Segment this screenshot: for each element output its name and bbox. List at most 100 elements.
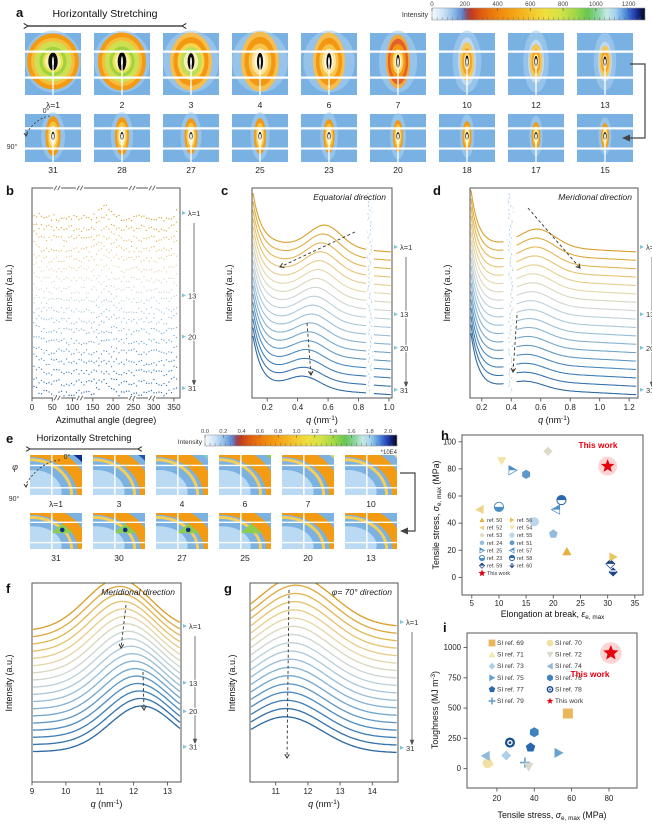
svg-text:150: 150 xyxy=(86,403,100,412)
lambda-markers-d: λ=1 13 20 31 xyxy=(640,242,652,396)
svg-text:80: 80 xyxy=(605,794,614,803)
svg-text:ref. 50: ref. 50 xyxy=(487,518,502,524)
svg-text:φ: φ xyxy=(12,462,18,472)
svg-text:800: 800 xyxy=(558,1,569,8)
axis-c: 0.2 0.4 0.6 0.8 1.0 q (nm-1) Intensity (a.u.) xyxy=(224,264,395,425)
svg-text:20: 20 xyxy=(303,553,313,563)
svg-text:13: 13 xyxy=(189,679,197,688)
axis-g: 11 12 13 14 q (nm-1) Intensity (a.u.) xyxy=(227,654,377,809)
svg-text:20: 20 xyxy=(188,333,196,342)
plot-area-g xyxy=(250,583,397,754)
svg-text:1200: 1200 xyxy=(622,1,636,8)
svg-text:0.4: 0.4 xyxy=(238,429,247,435)
svg-text:600: 600 xyxy=(525,1,536,8)
guide-arrow-d xyxy=(527,207,581,269)
svg-text:Intensity (a.u.): Intensity (a.u.) xyxy=(227,654,237,711)
angle-annotation-e: φ 0° 90° xyxy=(9,453,71,503)
svg-text:5: 5 xyxy=(470,599,475,608)
svg-text:0.2: 0.2 xyxy=(476,403,488,412)
panel-letter-h: h xyxy=(441,428,449,443)
svg-text:1000: 1000 xyxy=(444,643,462,652)
svg-text:q (nm-1): q (nm-1) xyxy=(91,799,123,809)
svg-text:7: 7 xyxy=(396,100,401,110)
waxs-tile-lambda-3 xyxy=(93,455,145,495)
svg-text:10: 10 xyxy=(495,599,504,608)
svg-text:SI ref. 75: SI ref. 75 xyxy=(497,675,524,682)
svg-text:Intensity: Intensity xyxy=(402,12,429,19)
colorbar-e: Intensity 0.0 0.2 0.4 0.6 0.8 1.0 1.2 1.4 1.6 1.8 2… xyxy=(178,429,398,456)
svg-text:12: 12 xyxy=(129,787,138,796)
svg-text:20: 20 xyxy=(493,794,502,803)
svg-text:ref. 59: ref. 59 xyxy=(487,564,502,570)
svg-text:2: 2 xyxy=(120,100,125,110)
guide-arrow-c xyxy=(306,322,314,376)
svg-text:11: 11 xyxy=(272,787,281,796)
waxs-tile-lambda-4 xyxy=(156,455,208,495)
saxs-tile-lambda-31 xyxy=(25,112,81,162)
svg-text:SI ref. 74: SI ref. 74 xyxy=(555,663,582,670)
svg-text:6: 6 xyxy=(327,100,332,110)
svg-text:20: 20 xyxy=(400,344,408,353)
svg-text:λ=1: λ=1 xyxy=(188,209,200,218)
svg-text:Horizontally Stretching: Horizontally Stretching xyxy=(52,8,157,20)
svg-text:0.2: 0.2 xyxy=(219,429,227,435)
svg-text:200: 200 xyxy=(106,403,120,412)
svg-text:Intensity (a.u.): Intensity (a.u.) xyxy=(4,264,14,321)
svg-text:ref. 57: ref. 57 xyxy=(517,548,532,554)
saxs-tile-lambda-20 xyxy=(370,112,426,162)
svg-text:25: 25 xyxy=(255,165,265,175)
svg-text:13: 13 xyxy=(400,310,408,319)
row-connector-arrow-a xyxy=(622,63,646,142)
svg-text:28: 28 xyxy=(117,165,127,175)
data-points-i xyxy=(480,642,622,772)
panel-e-waxs-patterns: Horizontally Stretching Intensity 0.0 0.2 0.… xyxy=(9,429,416,563)
svg-text:q (nm-1): q (nm-1) xyxy=(538,415,570,425)
svg-text:λ=1: λ=1 xyxy=(400,243,412,252)
plot-area-f xyxy=(32,583,181,753)
svg-text:1.8: 1.8 xyxy=(366,429,374,435)
svg-text:ref. 53: ref. 53 xyxy=(487,533,502,539)
svg-text:Intensity (a.u.): Intensity (a.u.) xyxy=(4,654,14,711)
svg-text:λ=1: λ=1 xyxy=(49,499,63,509)
svg-text:12: 12 xyxy=(531,100,541,110)
waxs-tile-lambda-10 xyxy=(345,455,397,495)
saxs-tile-lambda-13 xyxy=(577,32,633,95)
svg-text:13: 13 xyxy=(366,553,376,563)
svg-text:20: 20 xyxy=(549,599,558,608)
legend-i: SI ref. 69 SI ref. 71 SI ref. 73 SI ref. 75… xyxy=(488,639,584,705)
axis-h: 5 10 15 20 25 30 35 0 20 40 60 80 100 Elongation at b… xyxy=(431,437,640,621)
svg-text:60: 60 xyxy=(567,794,576,803)
lambda-markers-f: λ=1 13 20 31 xyxy=(183,621,203,753)
saxs-tile-lambda-7 xyxy=(370,30,426,95)
saxs-tile-lambda-10 xyxy=(439,30,495,95)
svg-text:18: 18 xyxy=(462,165,472,175)
axis-f: 9 10 11 12 13 q (nm-1) Intensity (a.u.) xyxy=(4,654,172,809)
svg-text:15: 15 xyxy=(600,165,610,175)
svg-text:20: 20 xyxy=(189,707,197,716)
saxs-tile-lambda-λ=1 xyxy=(25,30,81,95)
svg-text:23: 23 xyxy=(324,165,334,175)
svg-text:20: 20 xyxy=(393,165,403,175)
waxs-tile-lambda-7 xyxy=(282,455,334,495)
svg-text:13: 13 xyxy=(600,100,610,110)
svg-text:9: 9 xyxy=(30,787,35,796)
svg-text:ref. 60: ref. 60 xyxy=(517,564,532,570)
svg-text:SI ref. 77: SI ref. 77 xyxy=(497,686,524,693)
svg-text:q (nm-1): q (nm-1) xyxy=(308,799,340,809)
svg-text:90°: 90° xyxy=(7,143,18,151)
svg-text:1.2: 1.2 xyxy=(624,403,636,412)
svg-text:SI ref. 72: SI ref. 72 xyxy=(555,652,582,659)
panel-f-waxs-meridional-plot: 9 10 11 12 13 q (nm-1) Intensity (a.u.) Meridio… xyxy=(4,582,203,809)
svg-text:3: 3 xyxy=(189,100,194,110)
svg-text:500: 500 xyxy=(448,704,462,713)
data-points-h xyxy=(475,446,618,577)
svg-text:ref. 51: ref. 51 xyxy=(517,541,532,547)
guide-arrow-g xyxy=(284,589,290,759)
this-work-annotation-i: This work xyxy=(570,669,609,679)
axis-i: 20 40 60 80 0 250 500 750 1000 Tensile stress, σe… xyxy=(430,643,614,822)
svg-text:0°: 0° xyxy=(64,453,71,461)
svg-text:6: 6 xyxy=(243,499,248,509)
panel-letter-g: g xyxy=(224,581,232,596)
